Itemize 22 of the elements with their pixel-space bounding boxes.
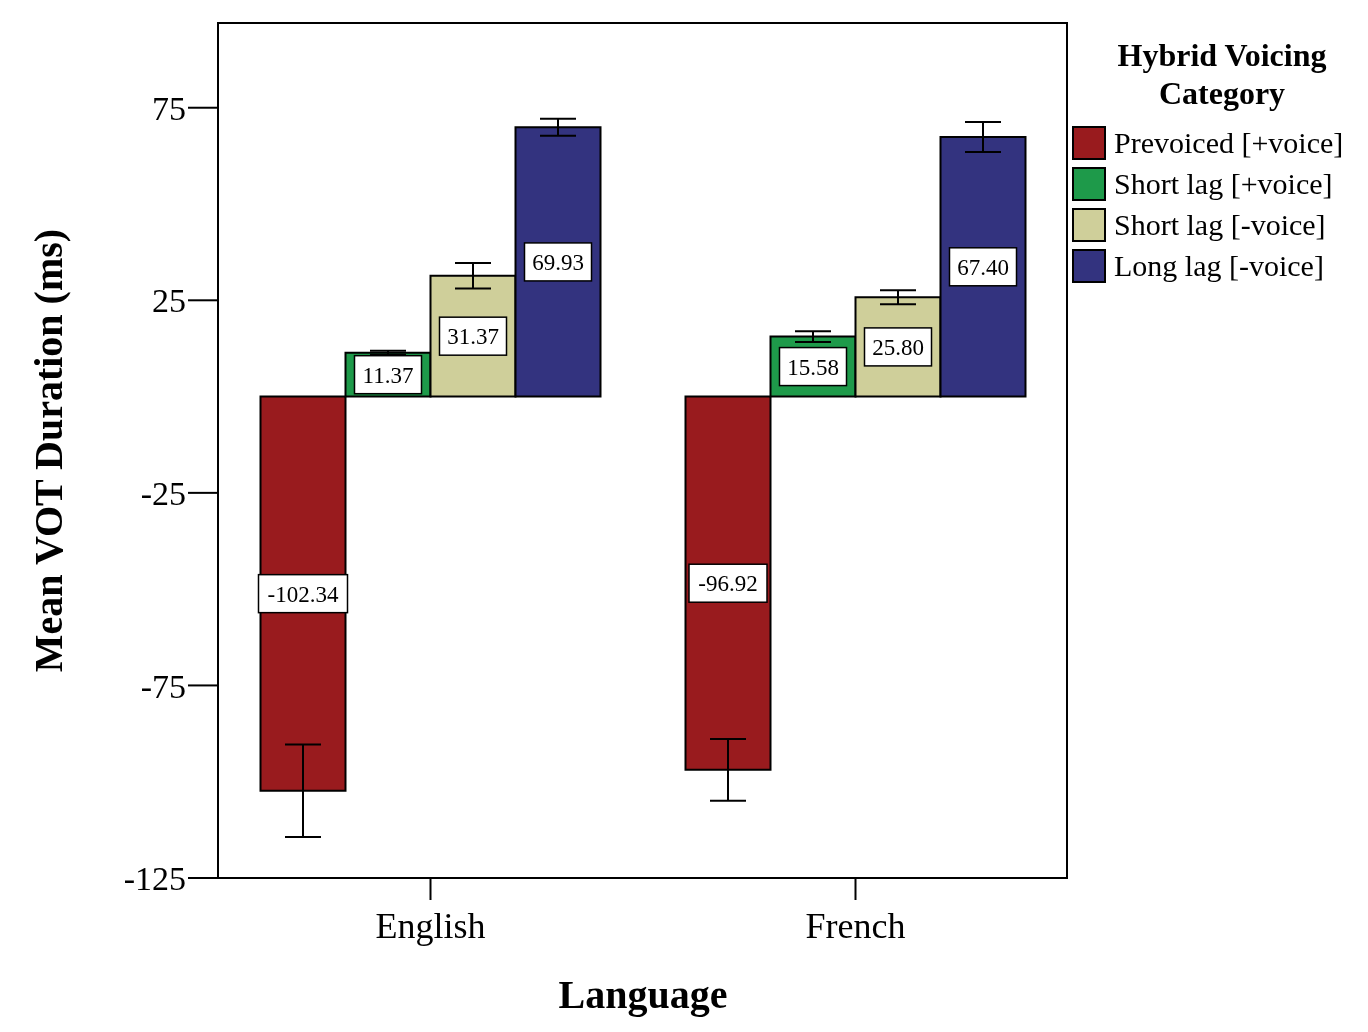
y-tick-label: 75 <box>152 89 186 127</box>
x-axis-title: Language <box>558 972 728 1017</box>
data-label: -102.34 <box>267 581 339 607</box>
data-label: 15.58 <box>787 354 839 380</box>
y-tick-label: -75 <box>140 667 186 705</box>
y-tick-label: 25 <box>152 282 186 320</box>
legend-label: Short lag [-voice] <box>1114 207 1326 242</box>
x-tick-label: English <box>375 905 486 946</box>
data-label: 11.37 <box>362 362 414 388</box>
x-tick-label: French <box>805 905 906 946</box>
legend-title: Hybrid Voicing Category <box>1116 36 1328 112</box>
legend-label: Short lag [+voice] <box>1114 166 1333 201</box>
y-axis-title: Mean VOT Duration (ms) <box>26 228 72 673</box>
legend-label: Prevoiced [+voice] <box>1114 125 1344 160</box>
data-label: -96.92 <box>698 571 758 597</box>
data-label: 31.37 <box>447 324 499 350</box>
data-label: 67.40 <box>957 254 1009 280</box>
y-tick-label: -125 <box>123 860 186 898</box>
data-label: 69.93 <box>532 249 584 275</box>
legend-label: Long lag [-voice] <box>1114 248 1324 283</box>
data-label: 25.80 <box>872 334 924 360</box>
y-tick-label: -25 <box>140 474 186 512</box>
